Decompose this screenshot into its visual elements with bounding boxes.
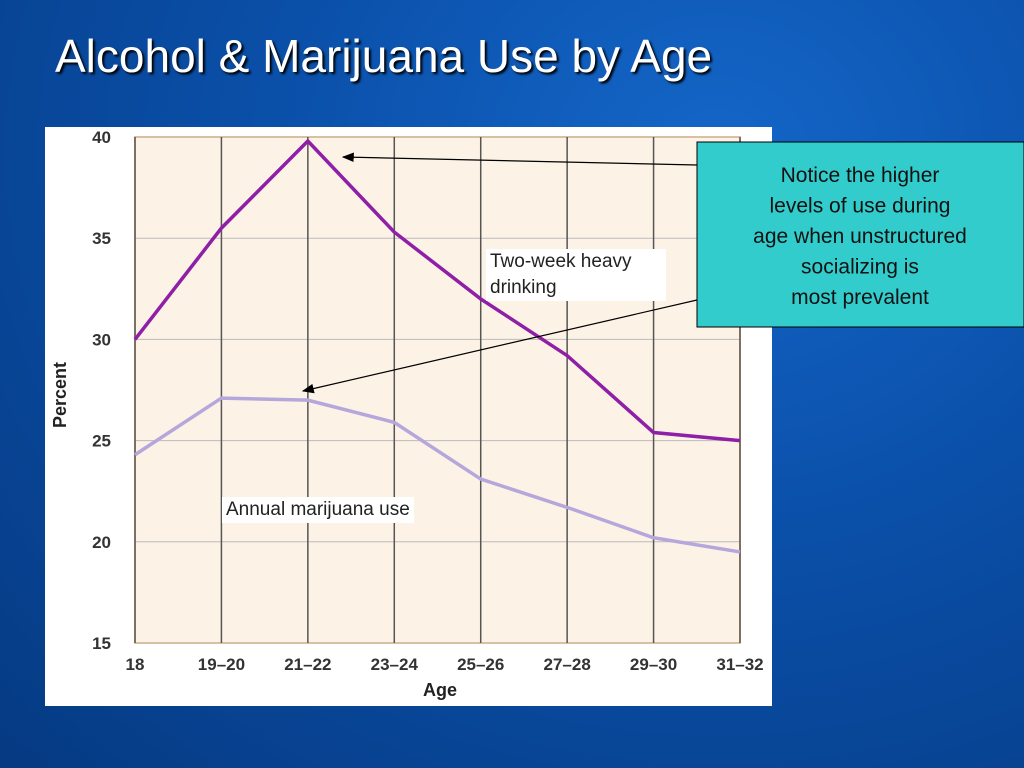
note-line: most prevalent	[791, 286, 929, 309]
series-line	[133, 138, 741, 443]
note-line: levels of use during	[770, 195, 951, 218]
marks	[133, 138, 741, 554]
y-tick-label: 25	[92, 432, 111, 451]
x-tick-label: 29–30	[630, 655, 677, 674]
y-axis-label: Percent	[50, 362, 70, 428]
series-line	[134, 396, 741, 554]
y-tick-label: 30	[92, 330, 111, 349]
x-tick-label: 21–22	[284, 655, 331, 674]
note-box	[696, 141, 1024, 328]
y-tick-label: 20	[92, 533, 111, 552]
x-tick-label: 19–20	[198, 655, 245, 674]
y-tick-label: 35	[92, 229, 111, 248]
x-tick-label: 18	[126, 655, 145, 674]
slide-title: Alcohol & Marijuana Use by Age	[55, 30, 712, 82]
x-tick-label: 27–28	[544, 655, 591, 674]
note-line: age when unstructured	[753, 225, 967, 248]
y-tick-label: 15	[92, 634, 111, 653]
series-label: Annual marijuana use	[222, 497, 414, 523]
x-axis-label: Age	[423, 680, 457, 700]
plot-area	[134, 136, 741, 644]
note: Notice the higher levels of use during age…	[753, 164, 967, 309]
arrow	[341, 152, 698, 166]
x-tick-label: 23–24	[371, 655, 419, 674]
note-line: socializing is	[801, 256, 919, 279]
x-tick-label: 31–32	[716, 655, 763, 674]
y-tick-label: 40	[92, 128, 111, 147]
x-tick-label: 25–26	[457, 655, 504, 674]
series-label: Two-week heavy drinking	[486, 249, 666, 301]
arrow	[301, 299, 698, 394]
note-line: Notice the higher	[781, 164, 940, 187]
